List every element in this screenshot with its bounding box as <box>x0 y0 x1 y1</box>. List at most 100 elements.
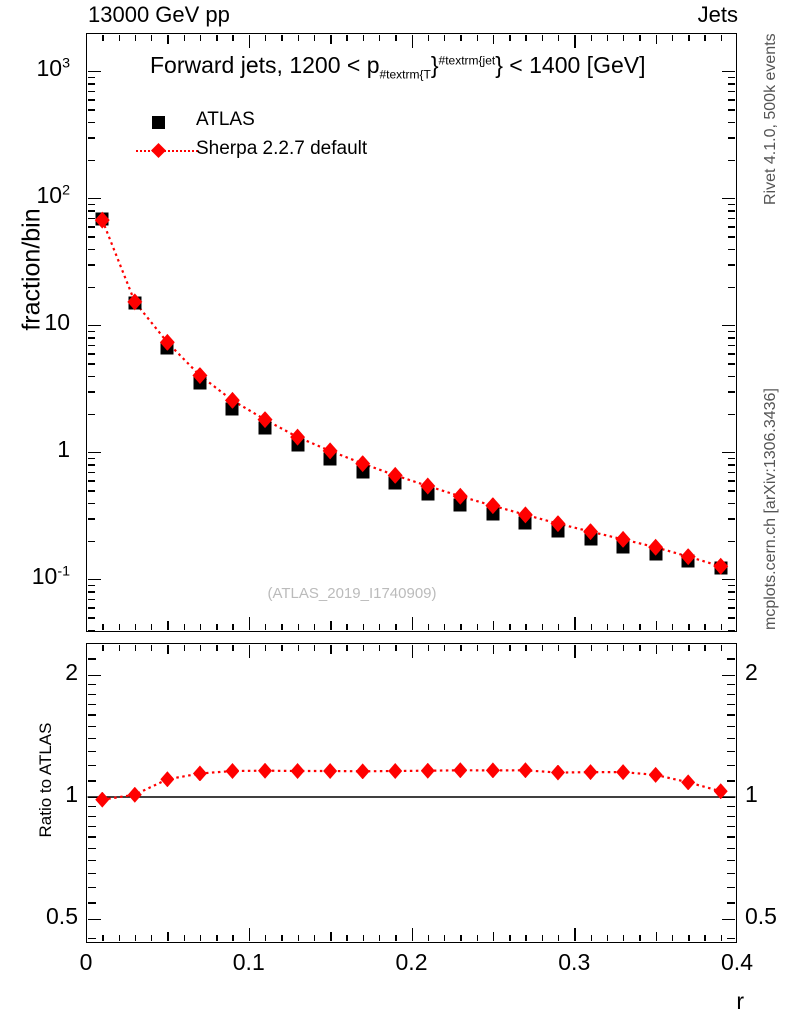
sherpa-data-point <box>713 557 729 575</box>
minor-tick-x <box>362 644 365 651</box>
minor-tick-x <box>525 644 527 651</box>
minor-tick-y <box>87 76 95 79</box>
minor-tick-x <box>509 34 511 41</box>
ratio-y-tick-label: 1 <box>65 781 78 807</box>
major-tick-x <box>411 34 413 48</box>
sherpa-ratio-point <box>225 763 240 780</box>
legend-label: ATLAS <box>196 109 255 130</box>
minor-tick-x <box>183 644 186 651</box>
minor-tick-y <box>87 607 95 609</box>
minor-tick-x <box>232 644 234 651</box>
minor-tick-x <box>541 34 544 41</box>
diamond-marker-icon <box>151 143 166 158</box>
minor-tick-y <box>87 725 96 728</box>
minor-tick-x <box>639 34 641 41</box>
minor-tick-x <box>525 624 527 631</box>
x-tick-label: 0 <box>79 949 93 975</box>
sherpa-data-point <box>257 411 273 429</box>
ratio-y-tick-label-right: 0.5 <box>745 903 777 929</box>
minor-tick-x <box>671 624 674 631</box>
minor-tick-x <box>346 935 348 942</box>
major-tick-y <box>722 452 736 454</box>
minor-tick-x <box>688 34 690 41</box>
minor-tick-y <box>727 872 736 875</box>
sherpa-data-point <box>583 523 599 541</box>
minor-tick-y <box>728 286 736 289</box>
minor-tick-x <box>720 34 723 41</box>
major-tick-y <box>722 325 736 327</box>
minor-tick-x <box>427 644 430 651</box>
major-tick-y <box>87 71 101 73</box>
title-subscript: #textrm{T <box>379 67 431 82</box>
minor-tick-x <box>655 34 658 44</box>
minor-tick-y <box>727 750 736 753</box>
minor-tick-y <box>87 764 96 767</box>
minor-tick-y <box>87 815 96 817</box>
minor-tick-x <box>460 644 462 651</box>
minor-tick-y <box>87 872 96 875</box>
minor-tick-x <box>525 34 527 41</box>
minor-tick-y <box>728 226 736 228</box>
minor-tick-x <box>590 935 592 942</box>
minor-tick-x <box>216 624 218 631</box>
minor-tick-y <box>87 353 95 355</box>
minor-tick-x <box>557 644 560 651</box>
minor-tick-y <box>87 337 95 339</box>
sherpa-ratio-point <box>713 783 728 800</box>
minor-tick-y <box>87 457 95 460</box>
minor-tick-y <box>727 714 736 716</box>
minor-tick-x <box>492 621 495 631</box>
minor-tick-y <box>727 693 736 695</box>
minor-tick-y <box>87 109 95 111</box>
minor-tick-x <box>297 935 299 942</box>
minor-tick-x <box>118 644 120 651</box>
minor-tick-y <box>87 471 95 474</box>
minor-tick-x <box>362 34 365 41</box>
header-left-beam-info: 13000 GeV pp <box>88 2 230 27</box>
minor-tick-y <box>728 629 736 631</box>
sherpa-data-point <box>322 442 338 460</box>
minor-tick-x <box>476 624 478 631</box>
minor-tick-y <box>728 353 736 355</box>
minor-tick-x <box>623 644 625 651</box>
minor-tick-x <box>704 644 706 651</box>
minor-tick-x <box>216 935 218 942</box>
minor-tick-y <box>87 693 96 695</box>
sherpa-data-point <box>159 333 175 351</box>
main-plot-frame <box>86 33 737 632</box>
minor-tick-y <box>87 264 95 266</box>
dotted-line-icon <box>136 150 198 152</box>
minor-tick-x <box>704 34 706 41</box>
minor-tick-x <box>395 624 397 631</box>
minor-tick-y <box>728 121 736 123</box>
minor-tick-y <box>727 725 736 728</box>
minor-tick-x <box>606 644 609 651</box>
minor-tick-x <box>199 34 202 41</box>
minor-tick-x <box>427 624 430 631</box>
sherpa-data-point <box>355 455 371 473</box>
minor-tick-x <box>378 34 381 41</box>
minor-tick-x <box>492 644 495 654</box>
minor-tick-x <box>444 34 446 41</box>
sherpa-ratio-point <box>583 764 598 781</box>
major-tick-y <box>722 198 736 200</box>
minor-tick-x <box>118 34 120 41</box>
minor-tick-x <box>362 935 365 942</box>
minor-tick-x <box>134 935 137 942</box>
minor-tick-x <box>460 624 462 631</box>
minor-tick-y <box>87 591 95 593</box>
sherpa-data-point <box>550 515 566 533</box>
minor-tick-y <box>728 337 736 339</box>
major-tick-y <box>87 452 101 454</box>
minor-tick-y <box>728 330 736 333</box>
minor-tick-x <box>476 935 478 942</box>
minor-tick-y <box>728 617 736 619</box>
minor-tick-x <box>688 624 690 631</box>
minor-tick-y <box>87 137 95 139</box>
minor-tick-x <box>655 621 658 631</box>
minor-tick-y <box>728 203 736 206</box>
minor-tick-x <box>509 644 511 651</box>
minor-tick-y <box>87 780 96 782</box>
minor-tick-x <box>655 932 658 942</box>
minor-tick-y <box>727 847 736 850</box>
